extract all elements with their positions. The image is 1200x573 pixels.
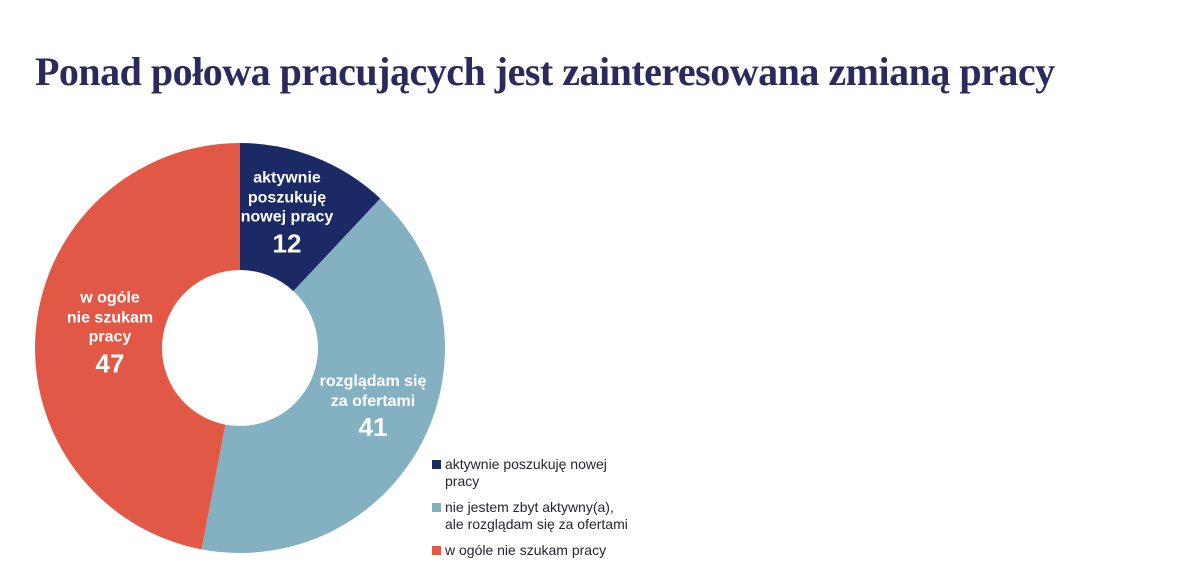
legend-swatch-icon xyxy=(432,546,441,555)
segment-label-line: pracy xyxy=(88,328,132,346)
segment-label-line: aktywnie xyxy=(253,169,321,187)
legend-swatch-icon xyxy=(432,503,441,512)
legend-label: nie jestem zbyt aktywny(a), ale rozgląda… xyxy=(445,499,628,532)
legend-swatch-icon xyxy=(432,460,441,469)
donut-segment-0 xyxy=(240,143,381,292)
segment-value: 41 xyxy=(358,412,388,442)
legend-item-2: w ogóle nie szukam pracy xyxy=(432,542,628,559)
segment-label-line: za ofertami xyxy=(330,392,416,410)
segment-value: 47 xyxy=(95,347,125,378)
donut-segment-1 xyxy=(201,198,445,553)
segment-label-2: w ogóle nie szukam pracy 47 xyxy=(67,288,153,378)
segment-label-line: nie szukam xyxy=(66,308,154,326)
legend-item-1: nie jestem zbyt aktywny(a), ale rozgląda… xyxy=(432,499,628,533)
page-title: Ponad połowa pracujących jest zaintereso… xyxy=(35,48,1055,94)
segment-label-line: rozglądam się xyxy=(319,373,427,390)
segment-value: 12 xyxy=(272,227,302,258)
legend-label: w ogóle nie szukam pracy xyxy=(445,542,607,558)
segment-label-0: aktywnie poszukuję nowej pracy 12 xyxy=(241,168,333,258)
donut-svg xyxy=(35,143,445,553)
segment-label-1: rozglądam się za ofertami 41 xyxy=(320,372,427,442)
segment-label-line: w ogóle xyxy=(80,289,140,307)
legend-item-0: aktywnie poszukuję nowej pracy xyxy=(432,456,628,490)
donut-chart: aktywnie poszukuję nowej pracy 12 rozglądam … xyxy=(35,143,445,553)
chart-legend: aktywnie poszukuję nowej pracy nie jestem… xyxy=(432,456,628,568)
legend-label: aktywnie poszukuję nowej pracy xyxy=(445,456,607,489)
segment-label-line: nowej pracy xyxy=(240,208,334,226)
donut-segment-2 xyxy=(35,143,240,550)
segment-label-line: poszukuję xyxy=(247,188,327,206)
